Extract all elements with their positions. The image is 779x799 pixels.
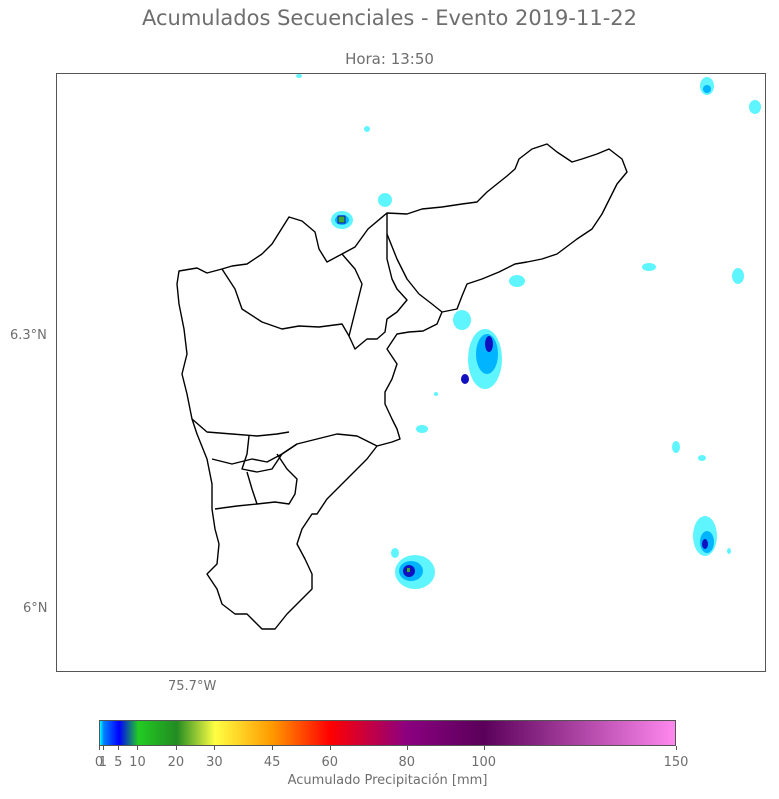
colorbar-tickmark (483, 746, 485, 750)
precip-cell (378, 193, 392, 207)
precip-cell (391, 548, 399, 558)
colorbar-tick-label: 60 (321, 755, 339, 770)
precip-cell (642, 263, 656, 271)
precip-cell (296, 74, 302, 78)
colorbar-tick-label: 80 (398, 755, 415, 770)
lat-label-6-0: 6°N (23, 601, 48, 616)
colorbar-tick-label: 5 (114, 755, 123, 770)
map-canvas (176, 74, 761, 630)
precip-cell-core (337, 215, 346, 224)
colorbar-tick-label: 1 (98, 755, 107, 770)
colorbar-label: Acumulado Precipitación [mm] (287, 773, 488, 788)
precip-cell (461, 374, 469, 384)
colorbar-tickmark (676, 746, 677, 750)
colorbar-tickmark (137, 746, 139, 750)
colorbar-tickmark (329, 746, 331, 750)
colorbar-tickmark (99, 746, 100, 750)
precip-cell (749, 100, 761, 114)
precip-cell (364, 126, 370, 132)
lat-label-6-3: 6.3°N (10, 328, 47, 343)
precip-cell (416, 425, 428, 433)
colorbar (99, 720, 676, 746)
lon-label-75-7: 75.7°W (168, 679, 217, 694)
colorbar-tick-label: 20 (167, 755, 185, 770)
precip-cell (434, 392, 438, 396)
colorbar-tickmark (406, 746, 408, 750)
colorbar-tickmark (214, 746, 216, 750)
map-subtitle: Hora: 13:50 (345, 50, 434, 68)
precip-cell (485, 336, 493, 352)
precip-cell (698, 455, 706, 461)
precip-cell (727, 548, 731, 554)
precip-cell (672, 441, 680, 453)
precipitation-cells (296, 74, 761, 589)
precip-cell (732, 268, 744, 284)
colorbar-tickmark (102, 746, 104, 750)
colorbar-tick-label: 100 (471, 755, 497, 770)
precip-cell (453, 310, 471, 330)
precip-cell (702, 539, 708, 549)
colorbar-tick-label: 30 (206, 755, 223, 770)
colorbar-tick-label: 150 (663, 755, 689, 770)
region-outline (176, 143, 628, 630)
colorbar-tickmark (272, 746, 274, 750)
municipal-boundaries (176, 143, 628, 630)
colorbar-tick-label: 0 (94, 755, 104, 770)
precip-cell (703, 85, 711, 93)
colorbar-tickmark (118, 746, 120, 750)
colorbar-tick-label: 10 (129, 755, 146, 770)
colorbar-tick-label: 45 (263, 755, 281, 770)
precip-cell-core (407, 568, 410, 572)
map-frame[interactable] (56, 73, 766, 672)
precip-cell (509, 275, 525, 287)
colorbar-tickmark (175, 746, 177, 750)
map-title: Acumulados Secuenciales - Evento 2019-11… (141, 6, 638, 30)
